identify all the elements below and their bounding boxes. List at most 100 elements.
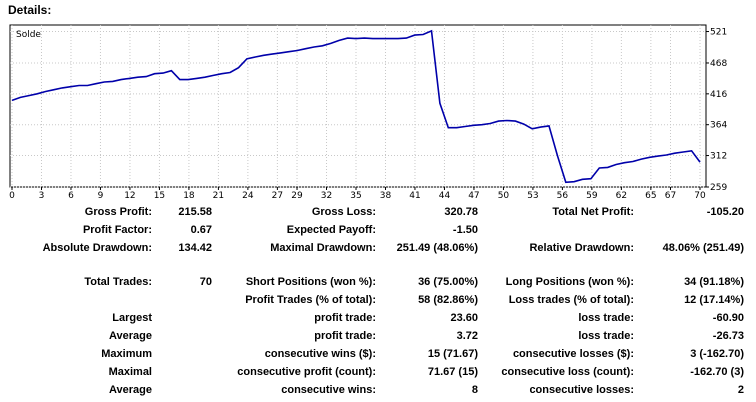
stat-value: 8 xyxy=(471,384,478,396)
x-tick-label: 41 xyxy=(409,191,420,201)
stat-label: Maximum xyxy=(101,348,152,360)
balance-series-line xyxy=(11,29,701,184)
stat-value: 215.58 xyxy=(178,206,212,218)
balance-chart: Solde 0 3 6 9 12 15 18 21 24 27 29 32 35 38 41 44 47 50 53… xyxy=(9,24,727,201)
series-label: Solde xyxy=(16,30,41,40)
stat-value: 70 xyxy=(199,276,212,288)
x-tick-label: 15 xyxy=(154,191,165,201)
stat-value: 134.42 xyxy=(178,242,212,254)
stat-label: Maximal xyxy=(108,366,152,378)
stat-value: 3.72 xyxy=(456,330,478,342)
x-tick-label: 70 xyxy=(694,191,706,201)
x-tick-label: 62 xyxy=(616,191,627,201)
stats-row: Largest profit trade: 23.60 loss trade: -60.… xyxy=(0,312,756,330)
stat-label: loss trade: xyxy=(578,330,634,342)
stat-value: -162.70 (3) xyxy=(690,366,744,378)
x-tick-label: 9 xyxy=(98,191,104,201)
x-tick-label: 24 xyxy=(242,191,254,201)
stat-label: loss trade: xyxy=(578,312,634,324)
x-tick-label: 47 xyxy=(468,191,479,201)
x-tick-label: 53 xyxy=(527,191,538,201)
stats-row: Profit Trades (% of total): 58 (82.86%) Lo… xyxy=(0,294,756,312)
x-axis: 0 3 6 9 12 15 18 21 24 27 29 32 35 38 41 44 47 50 53 56 59 62… xyxy=(9,187,706,201)
stat-label: Absolute Drawdown: xyxy=(42,242,152,254)
stat-label: Average xyxy=(108,330,152,342)
stats-row: Gross Profit: 215.58 Gross Loss: 320.78 Tota… xyxy=(0,206,756,224)
x-tick-label: 59 xyxy=(586,191,598,201)
y-tick-label: 364 xyxy=(710,121,727,131)
stats-row: Total Trades: 70 Short Positions (won %): 3… xyxy=(0,276,756,294)
y-tick-label: 521 xyxy=(710,28,727,38)
stat-label: Profit Factor: xyxy=(82,224,152,236)
stat-label: consecutive profit (count): xyxy=(237,366,376,378)
stats-row: Absolute Drawdown: 134.42 Maximal Drawdown… xyxy=(0,242,756,260)
y-tick-label: 259 xyxy=(710,183,727,193)
y-tick-label: 312 xyxy=(710,152,727,162)
stat-value: 320.78 xyxy=(444,206,478,218)
stats-row: Average consecutive wins: 8 consecutive los… xyxy=(0,384,756,402)
x-tick-label: 56 xyxy=(557,191,569,201)
x-tick-label: 50 xyxy=(498,191,510,201)
stat-value: 15 (71.67) xyxy=(427,348,478,360)
stat-label: consecutive wins: xyxy=(281,384,376,396)
y-tick-label: 468 xyxy=(710,59,727,69)
stat-value: 0.67 xyxy=(190,224,212,236)
stat-label: Maximal Drawdown: xyxy=(270,242,376,254)
x-tick-label: 3 xyxy=(39,191,45,201)
stat-label: Relative Drawdown: xyxy=(529,242,634,254)
x-tick-label: 32 xyxy=(321,191,332,201)
grid xyxy=(10,25,706,188)
stat-value: 12 (17.14%) xyxy=(684,294,744,306)
stat-label: Expected Payoff: xyxy=(286,224,376,236)
stats-row: Average profit trade: 3.72 loss trade: -26.7… xyxy=(0,330,756,348)
x-tick-label: 44 xyxy=(439,191,451,201)
stat-value: -26.73 xyxy=(712,330,744,342)
stat-label: consecutive losses ($): xyxy=(512,348,634,360)
stat-label: consecutive wins ($): xyxy=(264,348,376,360)
stat-label: Largest xyxy=(112,312,152,324)
stat-value: 251.49 (48.06%) xyxy=(396,242,478,254)
x-tick-label: 27 xyxy=(272,191,283,201)
stat-label: profit trade: xyxy=(314,330,376,342)
x-tick-label: 0 xyxy=(9,191,15,201)
stat-label: Short Positions (won %): xyxy=(245,276,376,288)
stat-value: 71.67 (15) xyxy=(427,366,478,378)
stat-value: 48.06% (251.49) xyxy=(662,242,744,254)
stat-label: Long Positions (won %): xyxy=(505,276,634,288)
stat-label: consecutive losses: xyxy=(529,384,634,396)
stat-label: Loss trades (% of total): xyxy=(508,294,634,306)
stat-value: -60.90 xyxy=(712,312,744,324)
x-tick-label: 29 xyxy=(291,191,303,201)
stat-label: consecutive loss (count): xyxy=(501,366,634,378)
stat-label: Gross Loss: xyxy=(311,206,376,218)
stat-label: Total Net Profit: xyxy=(552,206,634,218)
stats-row: Profit Factor: 0.67 Expected Payoff: -1.50 xyxy=(0,224,756,242)
stat-label: Total Trades: xyxy=(84,276,152,288)
stat-value: -105.20 xyxy=(706,206,744,218)
stat-label: profit trade: xyxy=(314,312,376,324)
stats-row: Maximal consecutive profit (count): 71.67 … xyxy=(0,366,756,384)
y-tick-label: 416 xyxy=(710,90,727,100)
x-tick-label: 6 xyxy=(68,191,74,201)
x-tick-label: 38 xyxy=(380,191,392,201)
stat-label: Profit Trades (% of total): xyxy=(245,294,376,306)
x-tick-label: 65 xyxy=(645,191,656,201)
stat-label: Gross Profit: xyxy=(84,206,152,218)
details-heading: Details: xyxy=(8,3,52,17)
y-axis: 259 312 364 416 468 521 xyxy=(706,28,727,193)
stat-value: 34 (91.18%) xyxy=(684,276,744,288)
stat-value: 2 xyxy=(737,384,744,396)
x-tick-label: 18 xyxy=(183,191,195,201)
x-tick-label: 67 xyxy=(665,191,676,201)
stats-row: Maximum consecutive wins ($): 15 (71.67) co… xyxy=(0,348,756,366)
stat-value: 3 (-162.70) xyxy=(690,348,744,360)
stat-value: 23.60 xyxy=(450,312,478,324)
stat-label: Average xyxy=(108,384,152,396)
plot-area xyxy=(9,24,707,188)
stat-value: 36 (75.00%) xyxy=(418,276,478,288)
x-tick-label: 12 xyxy=(124,191,135,201)
x-tick-label: 21 xyxy=(213,191,224,201)
stat-value: 58 (82.86%) xyxy=(418,294,478,306)
x-tick-label: 35 xyxy=(350,191,361,201)
stat-value: -1.50 xyxy=(452,224,478,236)
